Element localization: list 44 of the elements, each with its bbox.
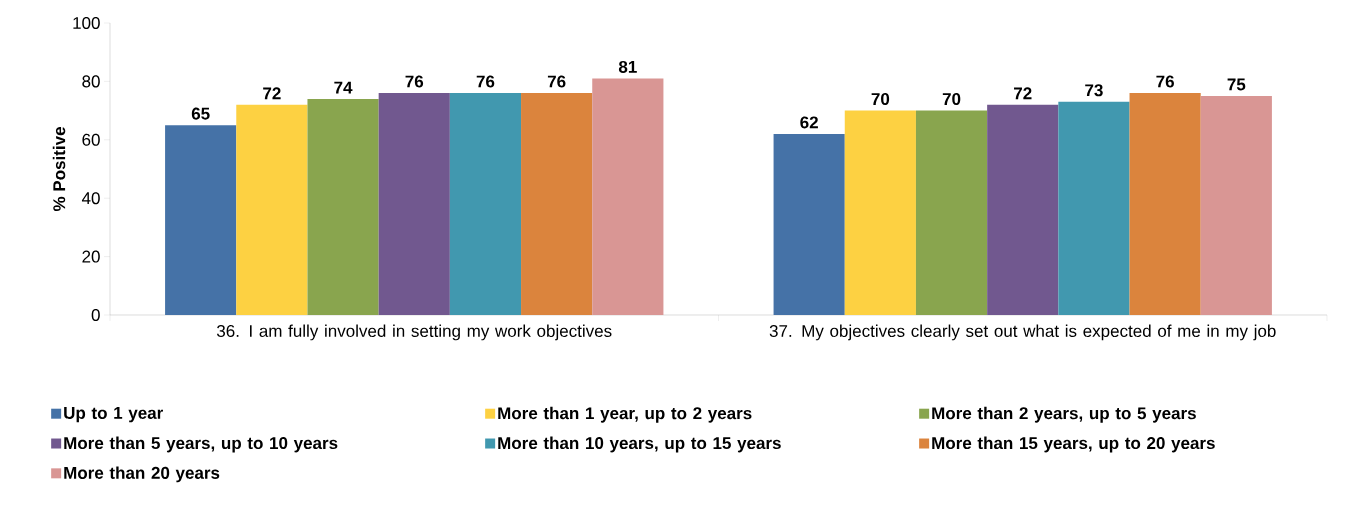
data-label: 62 <box>800 116 818 129</box>
data-label: 76 <box>405 75 424 88</box>
bar <box>449 93 522 315</box>
bar <box>521 93 593 315</box>
legend-label: More than 20 years <box>64 466 220 483</box>
data-label: 74 <box>334 81 353 94</box>
y-tick-label: 20 <box>82 250 100 263</box>
legend-label: More than 15 years, up to 20 years <box>932 436 1215 453</box>
data-label: 72 <box>1014 87 1032 100</box>
x-tick-label: 37. My objectives clearly set out what is expected of me in my job <box>769 324 1276 341</box>
y-tick-label: 60 <box>82 133 100 146</box>
bar <box>1058 101 1130 315</box>
data-label: 70 <box>871 93 890 106</box>
bar <box>1129 93 1201 315</box>
x-tick-label: 36. I am fully involved in setting my work objectives <box>216 324 612 341</box>
legend-label: More than 5 years, up to 10 years <box>64 436 338 453</box>
bar <box>165 125 237 315</box>
data-label: 70 <box>942 93 961 106</box>
y-tick-label: 80 <box>82 75 100 88</box>
data-label: 73 <box>1085 84 1103 97</box>
legend-label: More than 2 years, up to 5 years <box>932 406 1196 423</box>
legend-label: More than 10 years, up to 15 years <box>498 436 781 453</box>
y-tick-label: 100 <box>73 16 100 30</box>
data-label: 81 <box>618 60 637 73</box>
legend-label: Up to 1 year <box>64 407 163 423</box>
bar <box>236 104 308 315</box>
y-axis-title: % Positive <box>52 127 66 212</box>
bar <box>987 104 1059 315</box>
bar <box>1200 95 1272 315</box>
data-label: 76 <box>1156 75 1174 88</box>
bar <box>773 133 845 315</box>
bar <box>915 110 988 315</box>
y-tick-label: 0 <box>91 308 100 322</box>
data-label: 72 <box>263 87 281 100</box>
bar <box>592 78 664 315</box>
legend-label: More than 1 year, up to 2 years <box>498 406 752 423</box>
data-label: 75 <box>1227 78 1246 91</box>
data-label: 65 <box>191 107 210 120</box>
y-tick-label: 40 <box>81 192 100 205</box>
bar <box>378 93 450 315</box>
data-label: 76 <box>547 75 566 88</box>
bar <box>307 98 379 315</box>
bar <box>844 110 916 315</box>
data-label: 76 <box>476 75 495 88</box>
